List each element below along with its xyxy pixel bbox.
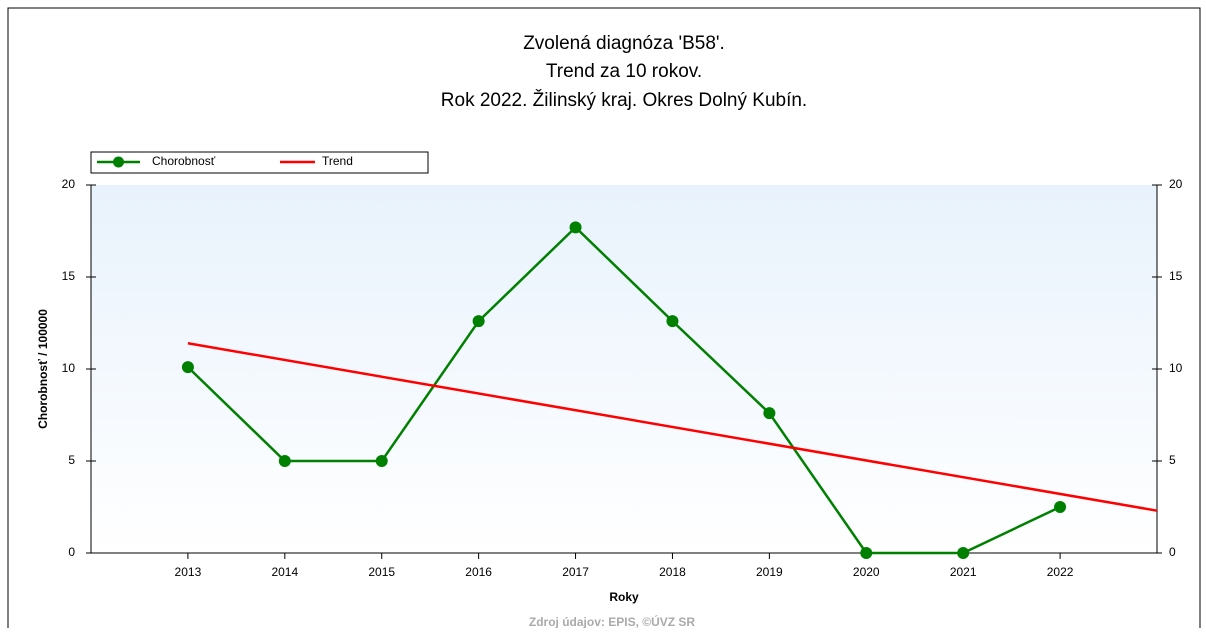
y2-tick-label: 20 [1169, 177, 1183, 191]
data-point [1054, 501, 1067, 513]
source: Zdroj údajov: EPIS, ©ÚVZ SR [529, 614, 696, 628]
y-axis-label: Chorobnosť / 100000 [36, 309, 50, 429]
x-axis-label: Roky [609, 590, 639, 604]
x-tick-label: 2018 [659, 565, 686, 579]
x-tick-label: 2015 [368, 565, 395, 579]
x-tick-label: 2022 [1047, 565, 1074, 579]
data-point [569, 221, 582, 234]
x-tick-label: 2020 [853, 565, 880, 579]
data-point [278, 455, 291, 467]
data-point [666, 315, 679, 328]
chart-title: Rok 2022. Žilinský kraj. Okres Dolný Kub… [441, 89, 807, 111]
chart-title: Trend za 10 rokov. [546, 61, 702, 82]
data-point [957, 547, 970, 559]
y-tick-label: 20 [62, 177, 76, 191]
legend-label: Chorobnosť [152, 154, 216, 168]
y2-tick-label: 5 [1169, 453, 1176, 467]
data-point [181, 361, 194, 374]
y2-tick-label: 15 [1169, 269, 1183, 283]
y-tick-label: 5 [68, 453, 75, 467]
y-tick-label: 0 [68, 545, 75, 559]
x-tick-label: 2021 [950, 565, 977, 579]
x-tick-label: 2016 [465, 565, 492, 579]
x-tick-label: 2017 [562, 565, 589, 579]
y-tick-label: 10 [62, 361, 76, 375]
y2-tick-label: 0 [1169, 545, 1176, 559]
data-point [472, 315, 485, 328]
x-tick-label: 2013 [175, 565, 202, 579]
legend [90, 151, 429, 174]
y-tick-label: 15 [62, 269, 76, 283]
legend-label: Trend [322, 154, 353, 168]
chart-title: Zvolená diagnóza 'B58'. [523, 33, 725, 54]
x-tick-label: 2019 [756, 565, 783, 579]
data-line [187, 225, 1061, 555]
frame [7, 7, 1201, 633]
x-tick-label: 2014 [271, 565, 298, 579]
data-point [375, 455, 388, 467]
trend-line [187, 342, 1158, 512]
y2-tick-label: 10 [1169, 361, 1183, 375]
data-point [763, 407, 776, 420]
legend-marker [113, 156, 124, 168]
data-point [860, 547, 873, 559]
plot-area [91, 185, 1157, 553]
